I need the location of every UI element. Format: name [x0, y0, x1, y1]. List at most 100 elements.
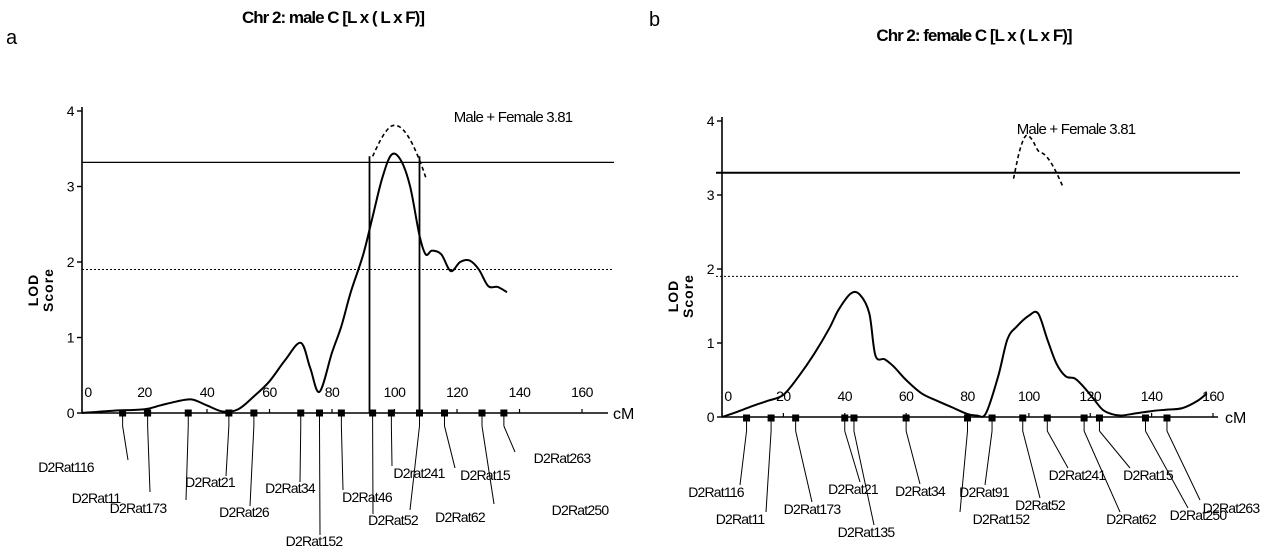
panel-b-marker-leader: [959, 430, 968, 513]
panel-b-marker-leader: [1099, 430, 1131, 469]
panel-a-marker-leader: [319, 425, 321, 536]
panel-b-x-tick-label: 60: [899, 388, 914, 404]
panel-a-y-tick-label: 1: [67, 330, 75, 346]
panel-b: b Chr 2: female C [L x ( L x F)] LOD Sco…: [649, 9, 1261, 540]
panel-b-ylabel-line2: Score: [680, 274, 696, 318]
panel-a-marker-leader: [444, 425, 456, 469]
panel-b-marker-leader: [1145, 430, 1189, 509]
panel-a-ylabel-line2: Score: [40, 268, 56, 312]
panel-a-x-tick-label: 100: [384, 384, 407, 400]
panel-a-marker-leader: [249, 425, 255, 507]
panel-b-marker-leader: [1083, 430, 1121, 513]
panel-b-x-tick-label: 160: [1202, 388, 1225, 404]
panel-a-marker-leader: [503, 425, 516, 453]
panel-a-y-tick-label: 2: [67, 254, 75, 270]
panel-b-marker-leader: [1046, 430, 1069, 469]
panel-b-marker-label: D2Rat241: [1049, 467, 1107, 483]
panel-a-series-dashed: [371, 124, 427, 178]
panel-b-y-axis-label: LOD Score: [665, 274, 696, 318]
panel-a-marker-leader: [299, 425, 302, 483]
panel-a-marker-label: D2rat241: [393, 465, 445, 481]
panel-b-marker-label: D2Rat152: [973, 511, 1031, 527]
panel-a-title: Chr 2: male C [L x ( L x F)]: [242, 8, 424, 27]
panel-a-marker-label: D2Rat173: [110, 500, 168, 516]
panel-b-marker-label: D2Rat52: [1015, 497, 1066, 513]
panel-a-marker-leader: [340, 425, 344, 491]
panel-a-marker-label: D2Rat15: [460, 467, 511, 483]
panel-b-x-tick-label: 0: [724, 388, 732, 404]
panel-a-marker-label: D2Rat62: [435, 509, 486, 525]
panel-a-marker-label: D2Rat26: [219, 504, 270, 520]
panel-b-marker-label: D2Rat21: [828, 481, 879, 497]
panel-b-marker-label: D2Rat263: [1203, 500, 1261, 516]
panel-a-letter: a: [6, 27, 18, 49]
panel-a-y-tick-label: 4: [67, 103, 75, 119]
panel-a-marker-leader: [225, 425, 230, 477]
panel-b-marker-leader: [984, 430, 993, 486]
panel-b-marker-leader: [1166, 430, 1201, 501]
panel-b-series-dashed: [1012, 134, 1064, 187]
panel-a-marker-label: D2Rat52: [368, 512, 419, 528]
panel-b-annotation: Male + Female 3.81: [1017, 121, 1136, 138]
panel-b-x-tick-label: 100: [1018, 388, 1041, 404]
panel-a-x-tick-label: 20: [137, 384, 152, 400]
panel-b-marker-leader: [1022, 430, 1041, 499]
panel-b-x-tick-label: 20: [776, 388, 791, 404]
panel-b-marker-label: D2Rat34: [895, 483, 946, 499]
panel-b-marker-label: D2Rat62: [1106, 511, 1157, 527]
panel-a-marker-label: D2Rat116: [38, 459, 95, 475]
panel-b-marker-label: D2Rat11: [716, 511, 766, 527]
panel-b-marker-leader: [844, 430, 861, 483]
panel-b-letter: b: [649, 9, 660, 31]
panel-b-x-tick-label: 80: [960, 388, 975, 404]
panel-b-y-tick-label: 2: [707, 261, 715, 277]
panel-b-marker-label: D2Rat250: [1170, 507, 1228, 523]
panel-a: a Chr 2: male C [L x ( L x F)] LOD Score…: [6, 8, 634, 549]
panel-b-marker-leader: [765, 430, 772, 513]
panel-b-y-tick-label: 4: [707, 113, 715, 129]
panel-b-title: Chr 2: female C [L x ( L x F)]: [876, 26, 1071, 45]
panel-b-marker-label: D2Rat116: [688, 484, 745, 500]
panel-a-marker-leader: [409, 425, 420, 511]
panel-a-y-tick-label: 0: [67, 405, 75, 421]
panel-b-marker-label: D2Rat173: [784, 501, 842, 517]
panel-b-y-tick-label: 1: [707, 335, 715, 351]
panel-a-marker-label: D2Rat21: [185, 474, 236, 490]
panel-b-marker-label: D2Rat135: [838, 524, 896, 540]
panel-a-x-tick-label: 80: [325, 384, 340, 400]
panel-b-y-tick-label: 3: [707, 187, 715, 203]
panel-a-x-tick-label: 120: [446, 384, 469, 400]
panel-a-x-tick-label: 140: [509, 384, 532, 400]
panel-a-series-solid: [81, 152, 508, 414]
panel-a-y-tick-label: 3: [67, 179, 75, 195]
panel-b-marker-leader: [739, 430, 748, 486]
panel-a-y-axis-label: LOD Score: [25, 268, 56, 312]
panel-a-x-tick-label: 60: [262, 384, 277, 400]
panel-b-series-solid: [721, 290, 1208, 418]
panel-b-marker-label: D2Rat91: [959, 484, 1010, 500]
panel-a-x-tick-label: 0: [84, 384, 92, 400]
panel-a-ylabel-line1: LOD: [25, 274, 41, 307]
panel-b-ylabel-line1: LOD: [665, 280, 681, 313]
panel-a-marker-label: D2Rat250: [552, 502, 610, 518]
panel-a-marker-leader: [481, 425, 495, 505]
panel-a-marker-label: D2Rat11: [72, 490, 122, 506]
panel-a-x-tick-label: 40: [200, 384, 215, 400]
panel-a-x-tick-label: 160: [571, 384, 594, 400]
panel-b-x-tick-label: 140: [1141, 388, 1164, 404]
panel-b-marker-leader: [795, 430, 813, 503]
panel-a-marker-leader: [147, 425, 151, 493]
panel-a-marker-label: D2Rat46: [342, 489, 393, 505]
panel-a-marker-label: D2Rat34: [265, 480, 316, 496]
panel-a-marker-label: D2Rat263: [534, 450, 592, 466]
panel-a-xlabel: cM: [613, 406, 634, 423]
panel-a-marker-leader: [390, 425, 393, 467]
panel-a-marker-leader: [185, 425, 189, 501]
panel-b-y-tick-label: 0: [707, 409, 715, 425]
panel-a-annotation: Male + Female 3.81: [454, 109, 573, 126]
panel-b-x-tick-label: 40: [837, 388, 852, 404]
panel-b-marker-leader: [853, 430, 875, 526]
